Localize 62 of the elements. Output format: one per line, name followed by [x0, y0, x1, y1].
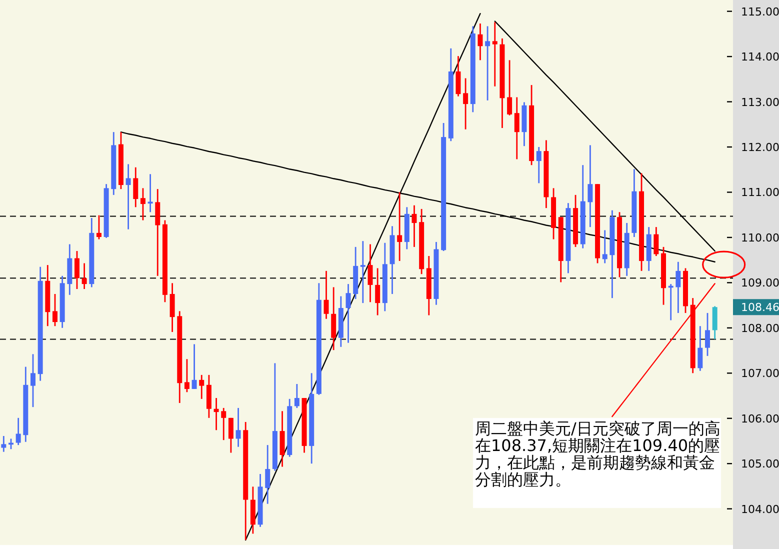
candlestick	[485, 26, 490, 102]
y-tick-label: 109.00	[741, 276, 779, 290]
candlestick	[463, 78, 468, 130]
candlestick	[536, 146, 542, 184]
annotation: 周二盤中美元/日元突破了周一的高在108.37,短期關注在109.40的壓力，在此點，是前期趨勢線和黃金分割的壓力。	[473, 418, 721, 508]
candlestick	[228, 417, 234, 454]
candlestick	[588, 144, 593, 228]
candlestick	[368, 244, 373, 303]
candlestick	[96, 214, 102, 240]
candlestick	[214, 397, 219, 431]
candlestick	[698, 325, 703, 372]
candlestick	[492, 21, 498, 88]
y-tick-label: 104.00	[741, 502, 779, 516]
y-tick-label: 106.00	[741, 412, 779, 426]
candlestick	[602, 230, 608, 264]
candlestick	[676, 261, 681, 314]
candlestick	[16, 417, 21, 446]
candlestick	[52, 293, 58, 327]
candlestick	[478, 22, 483, 61]
candlestick	[280, 410, 285, 468]
candlestick	[514, 96, 520, 160]
candlestick	[192, 343, 197, 390]
y-tick-label: 108.00	[741, 322, 779, 335]
candlestick	[456, 55, 461, 98]
candlestick	[375, 268, 380, 316]
candlestick	[654, 226, 659, 257]
candlestick	[360, 240, 366, 304]
candlestick	[82, 262, 87, 290]
y-tick-label: 112.00	[741, 140, 779, 154]
y-tick-label: 107.00	[741, 367, 779, 380]
candlestick	[265, 444, 270, 505]
y-tick-label: 115.00	[741, 5, 779, 18]
candlestick	[331, 286, 336, 351]
line-series	[612, 282, 716, 418]
candlestick	[412, 204, 417, 248]
y-tick-label: 111.00	[741, 186, 779, 200]
candlestick	[236, 407, 241, 448]
candlestick	[184, 358, 190, 393]
candlestick	[30, 353, 36, 408]
candlestick	[221, 407, 226, 441]
candlestick	[294, 383, 300, 409]
candlestick	[324, 270, 329, 320]
y-tick-label: 105.00	[741, 458, 779, 471]
candlestick	[170, 282, 175, 333]
candlestick	[199, 374, 204, 400]
candlestick	[507, 59, 512, 116]
text: 108.46	[741, 301, 779, 314]
candlestick	[155, 188, 160, 277]
y-tick-label: 113.00	[741, 96, 779, 109]
y-tick-label: 114.00	[741, 50, 779, 64]
candlestick	[705, 312, 710, 357]
y-tick-label: 110.00	[741, 231, 779, 244]
candlestick	[712, 305, 718, 340]
candlestick	[74, 250, 80, 290]
candlestick	[126, 163, 131, 230]
candlestick	[1, 435, 6, 453]
candlestick	[140, 187, 146, 221]
candlestick	[133, 166, 138, 208]
candlestick	[206, 374, 212, 419]
candlestick	[148, 173, 153, 213]
candlestick	[397, 192, 402, 262]
candlestick	[346, 283, 351, 344]
